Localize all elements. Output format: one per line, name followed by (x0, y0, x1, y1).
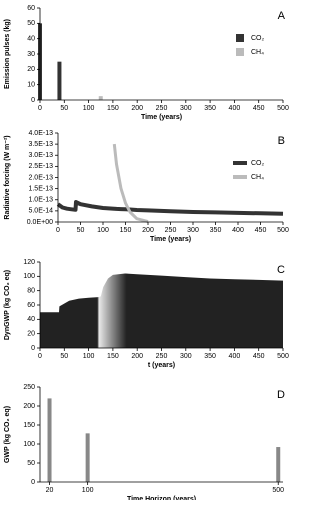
y-tick-label: 20 (27, 66, 35, 73)
y-tick-label: 50 (27, 460, 35, 467)
x-tick-label: 350 (204, 353, 216, 360)
bar (98, 96, 103, 100)
x-tick-label: 200 (131, 105, 143, 112)
x-tick-label: 250 (165, 227, 177, 234)
x-tick-label: 450 (255, 227, 267, 234)
panel-label: B (278, 135, 285, 147)
y-axis-label: Radiative forcing (W m⁻²) (4, 135, 11, 219)
x-tick-label: 250 (156, 105, 168, 112)
x-tick-label: 450 (253, 353, 265, 360)
y-axis-label: DynGWP (kg CO₂ eq) (4, 270, 11, 340)
panel-label: A (278, 10, 286, 22)
x-tick-label: 500 (277, 227, 289, 234)
x-tick-label: 100 (82, 487, 94, 494)
y-tick-label: 120 (23, 259, 35, 266)
bar (47, 398, 52, 482)
y-tick-label: 3.0E-13 (28, 152, 53, 159)
x-axis-label: t (years) (148, 362, 175, 369)
bar (276, 447, 281, 482)
x-tick-label: 500 (272, 487, 284, 494)
x-tick-label: 0 (38, 105, 42, 112)
y-tick-label: 3.5E-13 (28, 141, 53, 148)
legend-swatch (236, 48, 244, 56)
y-tick-label: 0.0E+00 (27, 219, 53, 226)
legend-label: CH₄ (251, 174, 264, 181)
x-tick-label: 300 (187, 227, 199, 234)
y-tick-label: 200 (23, 403, 35, 410)
line (112, 143, 149, 224)
y-tick-label: 100 (23, 441, 35, 448)
x-axis-label: Time Horizon (years) (127, 496, 196, 500)
legend-label: CO₂ (251, 160, 265, 167)
x-axis-label: Time (years) (141, 114, 182, 121)
x-tick-label: 200 (142, 227, 154, 234)
y-tick-label: 80 (27, 288, 35, 295)
x-tick-label: 100 (97, 227, 109, 234)
x-tick-label: 200 (131, 353, 143, 360)
y-tick-label: 100 (23, 273, 35, 280)
x-tick-label: 150 (107, 105, 119, 112)
y-tick-label: 60 (27, 302, 35, 309)
x-tick-label: 50 (60, 353, 68, 360)
x-axis-label: Time (years) (150, 236, 191, 243)
y-tick-label: 2.0E-13 (28, 174, 53, 181)
y-tick-label: 5.0E-14 (28, 208, 53, 215)
x-tick-label: 100 (83, 105, 95, 112)
x-tick-label: 500 (277, 353, 289, 360)
x-tick-label: 50 (77, 227, 85, 234)
y-axis-label: GWP (kg CO₂ eq) (4, 406, 11, 463)
x-tick-label: 50 (60, 105, 68, 112)
y-tick-label: 50 (27, 20, 35, 27)
x-tick-label: 150 (107, 353, 119, 360)
x-tick-label: 400 (232, 227, 244, 234)
x-tick-label: 100 (83, 353, 95, 360)
panel-label: D (277, 389, 285, 401)
x-tick-label: 300 (180, 105, 192, 112)
y-tick-label: 150 (23, 422, 35, 429)
x-tick-label: 350 (210, 227, 222, 234)
bar (85, 433, 90, 482)
x-tick-label: 0 (38, 353, 42, 360)
panel: 0 20 40 60 80 100 120 0 50 100 150 200 250 300 350 400 4… (4, 259, 289, 369)
line (56, 200, 284, 216)
y-tick-label: 4.0E-13 (28, 130, 53, 137)
panel-label: C (277, 264, 285, 276)
x-tick-label: 300 (180, 353, 192, 360)
y-tick-label: 40 (27, 316, 35, 323)
panel: 0.0E+00 5.0E-14 1.0E-13 1.5E-13 2.0E-13 2.5E-… (4, 130, 289, 243)
x-tick-label: 350 (204, 105, 216, 112)
panel: 0 10 20 30 40 50 60 0 50 100 150 200 250 300 350 400 450… (4, 5, 289, 121)
x-tick-label: 400 (229, 353, 241, 360)
y-tick-label: 0 (31, 479, 35, 486)
panel: 0 50 100 150 200 250 20 100 500 Time Horizon (yea… (4, 384, 285, 503)
y-tick-label: 0 (31, 345, 35, 352)
legend-label: CH₄ (251, 49, 264, 56)
x-tick-label: 150 (120, 227, 132, 234)
x-tick-label: 250 (156, 353, 168, 360)
y-axis-label: Emission pulses (kg) (4, 19, 11, 89)
x-tick-label: 500 (277, 105, 289, 112)
y-tick-label: 40 (27, 36, 35, 43)
legend-swatch (236, 34, 244, 42)
area (40, 273, 283, 348)
y-tick-label: 2.5E-13 (28, 163, 53, 170)
x-tick-label: 20 (46, 487, 54, 494)
y-tick-label: 20 (27, 331, 35, 338)
y-tick-label: 10 (27, 82, 35, 89)
y-tick-label: 60 (27, 5, 35, 12)
y-tick-label: 1.0E-13 (28, 197, 53, 204)
legend-label: CO₂ (251, 35, 265, 42)
x-tick-label: 0 (56, 227, 60, 234)
y-tick-label: 0 (31, 97, 35, 104)
y-tick-label: 30 (27, 51, 35, 58)
x-tick-label: 450 (253, 105, 265, 112)
x-tick-label: 400 (229, 105, 241, 112)
y-tick-label: 250 (23, 384, 35, 391)
bar (57, 61, 62, 100)
y-tick-label: 1.5E-13 (28, 185, 53, 192)
